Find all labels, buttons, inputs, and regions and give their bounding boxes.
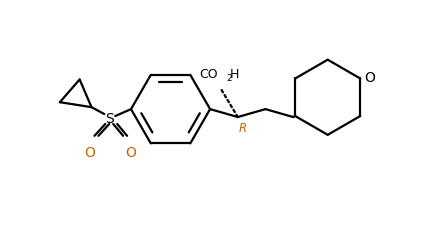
Text: O: O <box>364 71 375 86</box>
Text: O: O <box>125 146 136 160</box>
Text: R: R <box>239 122 247 135</box>
Text: CO: CO <box>199 68 218 81</box>
Text: 2: 2 <box>226 74 232 83</box>
Text: O: O <box>84 146 95 160</box>
Text: S: S <box>105 112 114 126</box>
Text: H: H <box>230 68 239 81</box>
